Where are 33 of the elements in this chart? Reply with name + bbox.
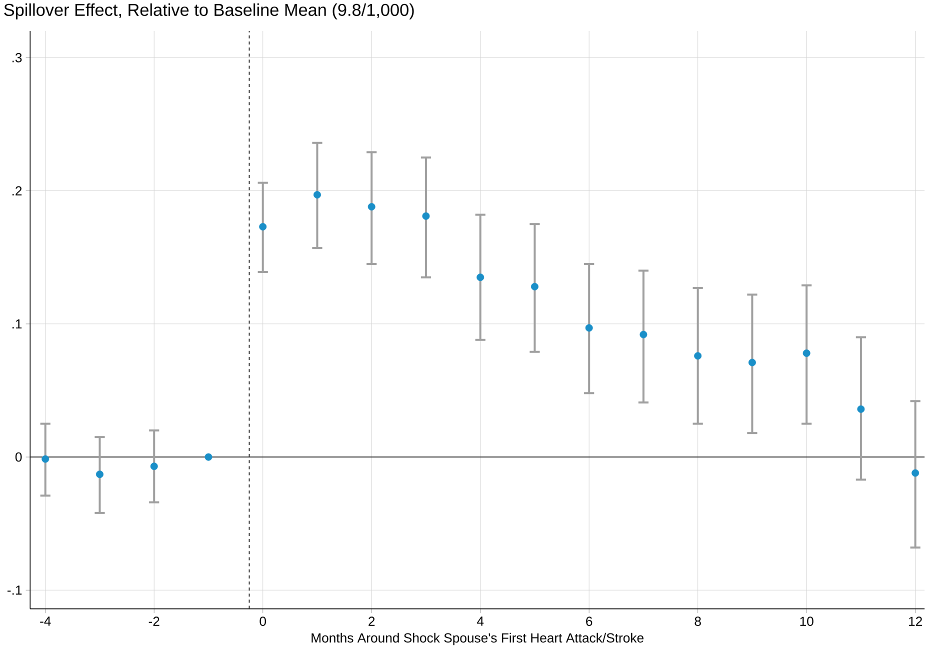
point [802, 350, 810, 358]
point [476, 274, 484, 282]
point [368, 203, 376, 211]
point [204, 454, 212, 461]
x-tick-label: 8 [694, 616, 701, 626]
point [912, 469, 920, 477]
x-tick-label: 4 [476, 616, 484, 626]
x-tick-label: 0 [260, 616, 266, 626]
y-tick-label: .3 [12, 53, 22, 63]
x-tick-label: 2 [368, 616, 375, 626]
point [150, 462, 158, 470]
point [42, 456, 50, 463]
point [259, 223, 267, 231]
point [857, 406, 865, 414]
x-tick-label: 12 [909, 616, 922, 626]
y-tick-label: -.1 [8, 586, 22, 595]
point [96, 470, 104, 478]
chart-title: Spillover Effect, Relative to Baseline Mean (9.8/1,000) [4, 4, 414, 20]
x-tick-label: 10 [800, 616, 814, 626]
x-tick-label: 6 [586, 616, 592, 626]
x-tick-label: -2 [148, 616, 160, 626]
x-axis-title: Months Around Shock Spouse's First Heart Attack/Stroke [312, 633, 644, 646]
x-tick-label: -4 [40, 616, 51, 626]
point [585, 324, 593, 332]
point [530, 283, 538, 291]
y-tick-label: 0 [15, 452, 22, 462]
point [694, 352, 702, 360]
point [640, 331, 648, 339]
point [748, 358, 756, 366]
y-tick-label: .1 [12, 320, 22, 329]
point [313, 191, 321, 199]
y-tick-label: .2 [12, 186, 22, 196]
point [422, 212, 430, 220]
